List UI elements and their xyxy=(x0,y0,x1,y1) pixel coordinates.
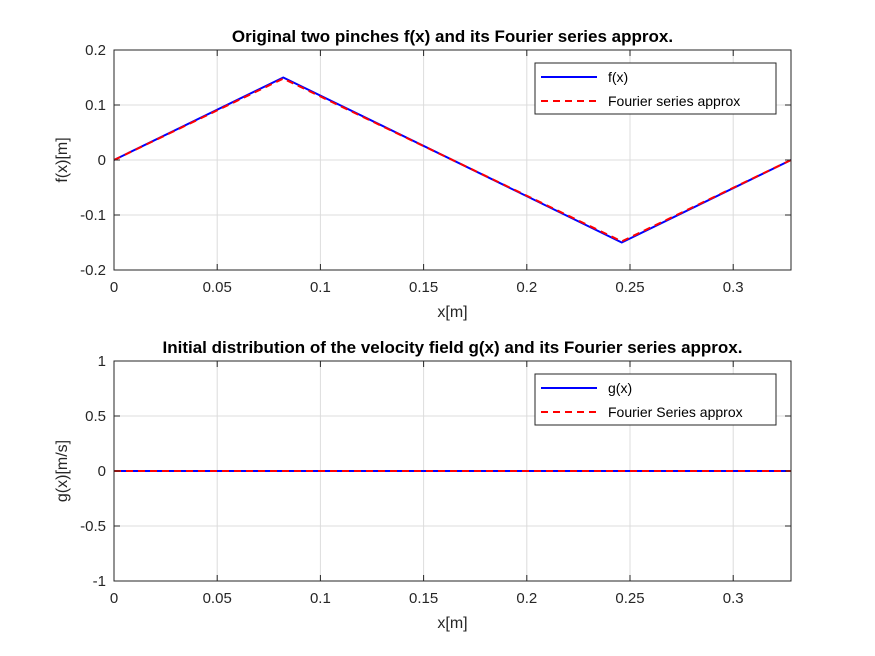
y-tick-label: -0.5 xyxy=(80,518,106,535)
chart-title: Initial distribution of the velocity fie… xyxy=(163,338,743,357)
chart-title: Original two pinches f(x) and its Fourie… xyxy=(232,27,673,46)
x-tick-label: 0 xyxy=(110,279,118,296)
legend-entry: Fourier series approx xyxy=(608,93,740,109)
x-tick-label: 0.3 xyxy=(723,279,744,296)
x-tick-label: 0.25 xyxy=(615,590,644,607)
legend-entry: Fourier Series approx xyxy=(608,404,743,420)
y-tick-label: -0.1 xyxy=(80,207,106,224)
legend-box xyxy=(534,62,777,115)
x-tick-label: 0.1 xyxy=(310,590,331,607)
y-axis-label: g(x)[m/s] xyxy=(54,440,71,502)
legend: f(x) Fourier series approx xyxy=(534,62,777,115)
y-tick-label: -1 xyxy=(93,573,106,590)
y-tick-label: 0 xyxy=(98,152,106,169)
y-tick-label: 0.2 xyxy=(85,42,106,59)
chart-panel-2: 0 0.05 0.1 0.15 0.2 0.25 0.3 -1 -0.5 0 0.5 1 Initial… xyxy=(54,338,792,632)
y-tick-label: 0.1 xyxy=(85,97,106,114)
x-tick-label: 0 xyxy=(110,590,118,607)
series-line-2 xyxy=(113,77,792,243)
legend-entry: g(x) xyxy=(608,380,632,396)
x-tick-label: 0.2 xyxy=(516,279,537,296)
y-axis-label: f(x)[m] xyxy=(54,137,71,182)
x-axis-label: x[m] xyxy=(437,615,467,632)
legend-box xyxy=(534,373,777,426)
x-tick-label: 0.15 xyxy=(409,590,438,607)
y-tick-label: 0 xyxy=(98,463,106,480)
x-tick-label: 0.1 xyxy=(310,279,331,296)
x-tick-label: 0.15 xyxy=(409,279,438,296)
x-tick-label: 0.05 xyxy=(203,590,232,607)
x-tick-label: 0.3 xyxy=(723,590,744,607)
x-axis-label: x[m] xyxy=(437,304,467,321)
x-tick-label: 0.05 xyxy=(203,279,232,296)
y-tick-label: 1 xyxy=(98,353,106,370)
legend: g(x) Fourier Series approx xyxy=(534,373,777,426)
x-tick-label: 0.2 xyxy=(516,590,537,607)
y-tick-label: 0.5 xyxy=(85,408,106,425)
y-tick-label: -0.2 xyxy=(80,262,106,279)
chart-panel-1: 0 0.05 0.1 0.15 0.2 0.25 0.3 -0.2 -0.1 0 0.1 0.2 Ori… xyxy=(54,27,792,321)
x-tick-label: 0.25 xyxy=(615,279,644,296)
legend-entry: f(x) xyxy=(608,69,628,85)
